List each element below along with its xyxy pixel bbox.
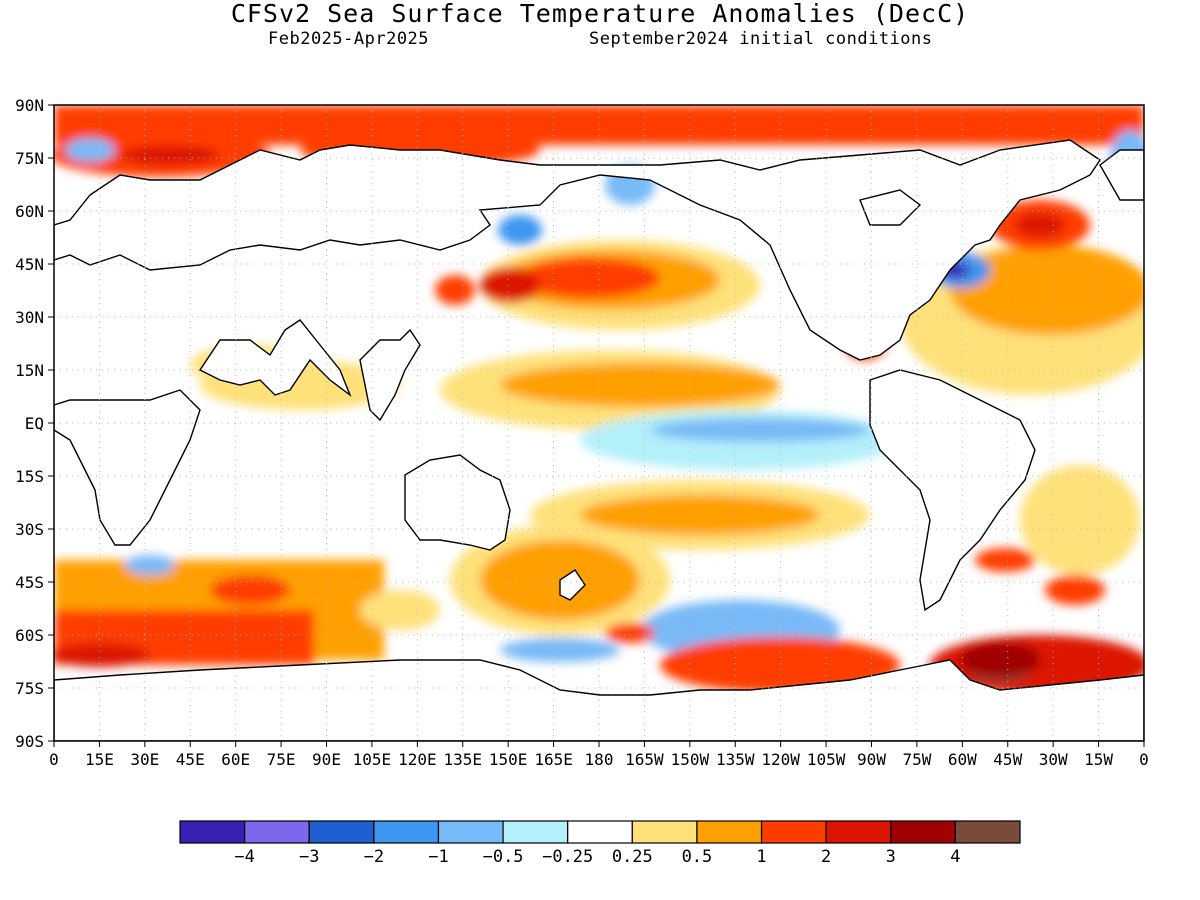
forecast-period: Feb2025-Apr2025 [268,29,430,49]
colorbar-swatch [825,820,892,844]
lon-tick-label: 105W [807,750,846,769]
colorbar-swatch [954,820,1021,844]
lon-tick-label: 135W [716,750,755,769]
lon-tick-label: 60W [948,750,977,769]
colorbar-swatch [502,820,569,844]
lon-tick-label: 45E [176,750,205,769]
lat-tick-label: 90N [15,96,44,115]
colorbar-label: 1 [756,847,766,867]
colorbar-swatch [373,820,440,844]
map-title: CFSv2 Sea Surface Temperature Anomalies … [230,0,970,28]
lon-tick-label: 135E [443,750,482,769]
colorbar-label: 0.5 [682,847,713,867]
lon-tick-label: 15E [85,750,114,769]
colorbar-label: 0.25 [612,847,653,867]
lon-tick-label: 90E [312,750,341,769]
lon-tick-label: 165W [625,750,664,769]
colorbar-label: 2 [821,847,831,867]
lon-tick-label: 0 [49,750,59,769]
colorbar-swatch [308,820,375,844]
colorbar-swatch [179,820,246,844]
lon-tick-label: 75E [267,750,296,769]
grid-lines [54,105,1144,741]
longitude-axis: 0 15E 30E 45E 60E 75E 90E 105E 120E 135E 150E 165E 1… [49,741,1149,769]
lon-tick-label: 0 [1139,750,1149,769]
colorbar-swatch [567,820,633,844]
colorbar-swatch [631,820,698,844]
lon-tick-label: 75W [902,750,931,769]
colorbar-label: 4 [950,847,960,867]
colorbar-label: −1 [428,847,448,867]
lat-tick-label: 30N [15,308,44,327]
lon-tick-label: 165E [534,750,573,769]
lat-tick-label: 75S [15,679,44,698]
lat-tick-label: EQ [25,414,44,433]
colorbar-label: −2 [364,847,384,867]
colorbar-swatch [437,820,504,844]
colorbar-label: −3 [299,847,319,867]
latitude-axis: 90N 75N 60N 45N 30N 15N EQ 15S 30S 45S 60S 75S 90S [15,96,54,751]
lat-tick-label: 60N [15,202,44,221]
lat-tick-label: 30S [15,520,44,539]
colorbar-label: 3 [886,847,896,867]
initial-conditions: September2024 initial conditions [589,29,933,49]
lat-tick-label: 90S [15,732,44,751]
lon-tick-label: 150E [489,750,528,769]
lat-tick-label: 15N [15,361,44,380]
lon-tick-label: 60E [221,750,250,769]
coastlines [54,139,1144,741]
lon-tick-label: 15W [1084,750,1113,769]
lat-tick-label: 15S [15,467,44,486]
colorbar-label: −4 [234,847,254,867]
lon-tick-label: 120E [398,750,437,769]
colorbar-swatch [760,820,827,844]
colorbar: −4 −3 −2 −1 −0.5 −0.25 0.25 0.5 1 2 3 4 [179,820,1021,867]
colorbar-label: −0.5 [483,847,524,867]
lat-tick-label: 45S [15,573,44,592]
lon-tick-label: 150W [671,750,710,769]
lon-tick-label: 105E [353,750,392,769]
colorbar-swatch [696,820,763,844]
lat-tick-label: 60S [15,626,44,645]
colorbar-swatch [890,820,956,844]
colorbar-swatch [244,820,310,844]
lat-tick-label: 75N [15,149,44,168]
lon-tick-label: 90W [857,750,886,769]
lon-tick-label: 45W [993,750,1022,769]
lon-tick-label: 180 [585,750,614,769]
lon-tick-label: 30E [130,750,159,769]
lat-tick-label: 45N [15,255,44,274]
colorbar-label: −0.25 [542,847,593,867]
lon-tick-label: 120W [761,750,800,769]
lon-tick-label: 30W [1039,750,1068,769]
